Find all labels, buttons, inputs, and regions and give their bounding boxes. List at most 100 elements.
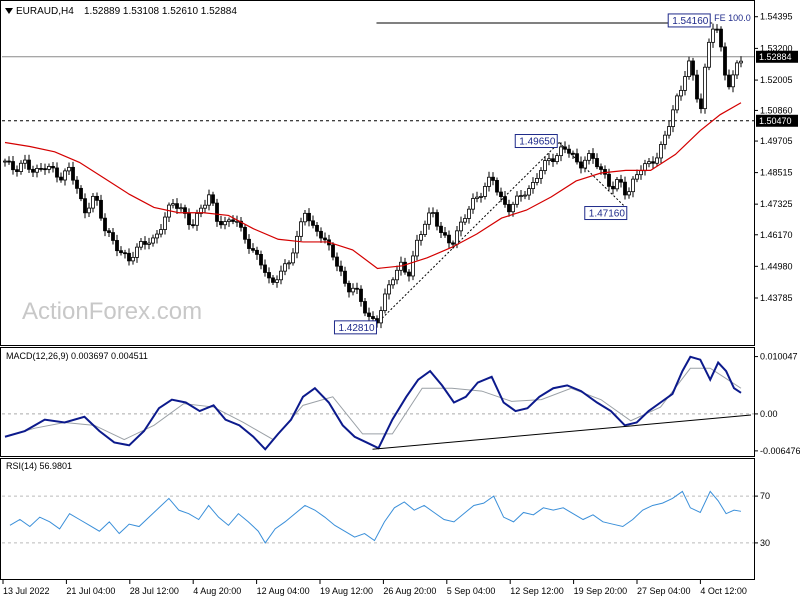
candle-body [267, 272, 271, 279]
candle-body [679, 89, 683, 97]
time-tick-label: 19 Sep 20:00 [574, 586, 628, 596]
candle-body [279, 270, 283, 281]
price-tick-label: 1.46170 [760, 230, 793, 240]
candle-body [571, 152, 575, 155]
candle-body [403, 261, 407, 273]
candle-body [479, 196, 483, 198]
candle-body [7, 160, 11, 163]
candle-body [543, 160, 547, 171]
candle-body [607, 173, 611, 187]
rsi-panel-frame [0, 458, 755, 580]
candle-body [451, 242, 455, 245]
low-label-1-42810: 1.42810 [333, 320, 377, 335]
candle-body [603, 169, 607, 175]
swing-low-label-1-47160: 1.47160 [584, 206, 628, 221]
candle-body [739, 60, 743, 64]
candle-body [687, 60, 691, 77]
candle-body [39, 168, 43, 170]
candle-body [439, 225, 443, 233]
price-annotations: 1.54160 FE 100.0 1.49650 1.47160 1.42810 [333, 13, 751, 335]
rsi-plot [2, 490, 754, 544]
candle-body [147, 242, 151, 245]
candle-body [671, 109, 675, 127]
swing-high-label-1-49650-text: 1.49650 [519, 137, 556, 148]
candle-body [367, 312, 371, 317]
time-tick-label: 4 Aug 20:00 [193, 586, 241, 596]
candle-body [615, 179, 619, 190]
candle-body [139, 241, 143, 248]
candle-body [435, 212, 439, 227]
candle-body [67, 166, 71, 172]
candle-body [667, 126, 671, 136]
candle-body [371, 316, 375, 319]
candle-body [259, 254, 263, 266]
candle-body [391, 279, 395, 286]
candle-body [339, 265, 343, 272]
candle-body [555, 155, 559, 163]
macd-title: MACD(12,26,9) 0.003697 0.004511 [6, 351, 148, 361]
candle-body [175, 203, 179, 209]
high-label-1-54160: 1.54160 [667, 13, 711, 28]
time-tick-label: 12 Sep 12:00 [510, 586, 564, 596]
candle-body [447, 234, 451, 244]
candle-body [55, 167, 59, 178]
candle-body [503, 196, 507, 205]
time-tick-label: 26 Aug 20:00 [383, 586, 436, 596]
candle-body [495, 180, 499, 193]
time-tick-label: 28 Jul 12:00 [130, 586, 179, 596]
fe-100-label: FE 100.0 [714, 13, 751, 23]
candle-body [163, 216, 167, 230]
candle-body [727, 74, 731, 88]
time-tick-label: 19 Aug 12:00 [320, 586, 373, 596]
symbol-label: EURAUD,H4 [16, 6, 74, 17]
price-tick-label: 1.54395 [760, 12, 793, 22]
time-tick-label: 12 Aug 04:00 [257, 586, 310, 596]
candle-body [699, 98, 703, 110]
candle-body [623, 181, 627, 196]
candle-body [75, 179, 79, 189]
candle-body [355, 287, 359, 290]
candle-body [23, 159, 27, 164]
candle-body [431, 212, 435, 214]
time-tick-label: 5 Sep 04:00 [447, 586, 496, 596]
candle-body [411, 255, 415, 277]
time-tick-label: 4 Oct 12:00 [700, 586, 747, 596]
candle-body [359, 288, 363, 302]
candle-body [159, 229, 163, 235]
macd-trendline [372, 414, 752, 450]
candle-body [723, 46, 727, 76]
candle-body [31, 168, 35, 173]
support-level-badge-text: 1.50470 [759, 116, 792, 126]
candle-body [531, 182, 535, 190]
moving-average-line [4, 102, 742, 270]
price-tick-label: 1.47325 [760, 199, 793, 209]
candle-body [99, 199, 103, 219]
candle-body [111, 232, 115, 241]
macd-main-line [4, 355, 742, 451]
price-tick-label: 1.43785 [760, 293, 793, 303]
candle-body [335, 256, 339, 267]
price-tick-label: 1.52005 [760, 75, 793, 85]
candle-body [315, 224, 319, 232]
candle-body [551, 158, 555, 163]
candle-body [507, 204, 511, 213]
candle-body [271, 277, 275, 283]
projection-leg-line [376, 142, 560, 325]
candle-body [583, 159, 587, 169]
price-axis: 1.54395 1.53200 1.52005 1.50860 1.49705 1.485… [754, 12, 793, 303]
symbol-menu-icon[interactable] [5, 8, 13, 14]
price-tick-label: 1.53200 [760, 43, 793, 53]
ohlc-readout: 1.52889 1.53108 1.52610 1.52884 [84, 6, 237, 17]
candle-body [655, 157, 659, 164]
candle-body [611, 185, 615, 190]
candle-body [291, 252, 295, 264]
candle-body [115, 240, 119, 252]
macd-tick-label: 0.010047 [760, 352, 798, 362]
candle-body [143, 241, 147, 245]
candle-body [347, 282, 351, 293]
candle-body [3, 160, 7, 163]
candle-body [35, 168, 39, 173]
candle-body [107, 230, 111, 233]
candle-body [91, 195, 95, 209]
candle-body [183, 207, 187, 214]
